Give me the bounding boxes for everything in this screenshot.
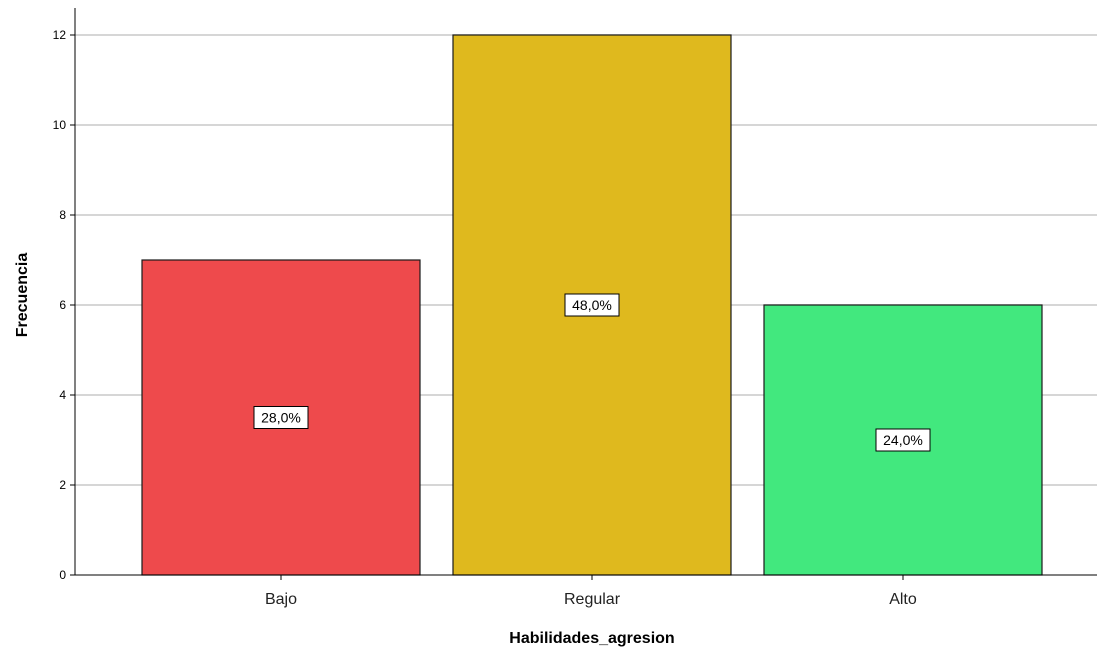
y-tick-label: 2 xyxy=(59,478,66,492)
y-tick-label: 12 xyxy=(53,28,67,42)
x-category-label: Bajo xyxy=(265,591,297,608)
y-tick-label: 6 xyxy=(59,298,66,312)
x-category-label: Regular xyxy=(564,591,621,608)
data-label-group: 48,0% xyxy=(565,294,619,316)
bars: 28,0% 48,0% 24,0% xyxy=(142,35,1042,575)
data-label-group: 24,0% xyxy=(876,429,930,451)
x-category-label: Alto xyxy=(889,591,917,608)
data-label-group: 28,0% xyxy=(254,407,308,429)
y-tick-label: 0 xyxy=(59,568,66,582)
y-axis-title: Frecuencia xyxy=(14,253,31,338)
x-axis-title: Habilidades_agresion xyxy=(509,630,674,647)
y-tick-label: 10 xyxy=(53,118,67,132)
y-axis-ticks: 0 2 4 6 8 10 12 xyxy=(53,28,75,582)
x-axis-categories: Bajo Regular Alto xyxy=(265,575,917,608)
data-label: 24,0% xyxy=(883,432,923,448)
y-tick-label: 8 xyxy=(59,208,66,222)
y-tick-label: 4 xyxy=(59,388,66,402)
data-label: 48,0% xyxy=(572,297,612,313)
data-label: 28,0% xyxy=(261,410,301,426)
